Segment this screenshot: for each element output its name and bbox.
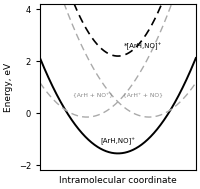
Y-axis label: Energy, eV: Energy, eV [4, 63, 13, 112]
Text: {ArH + NO⁺}: {ArH + NO⁺} [73, 93, 113, 98]
Text: [ArH,NO]⁺: [ArH,NO]⁺ [100, 137, 135, 145]
X-axis label: Intramolecular coordinate: Intramolecular coordinate [59, 176, 177, 185]
Text: {ArH⁺ + NO}: {ArH⁺ + NO} [123, 93, 163, 98]
Text: *[ArH,NO]⁺: *[ArH,NO]⁺ [123, 43, 162, 50]
